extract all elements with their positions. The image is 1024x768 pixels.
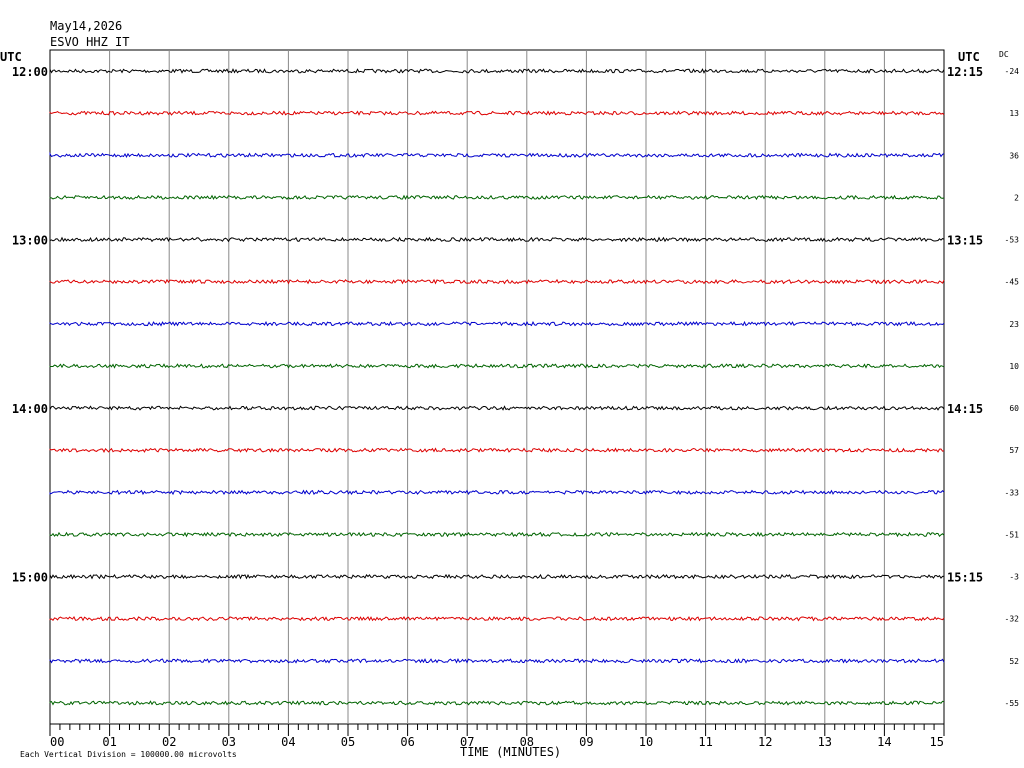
x-tick-label: 06	[400, 735, 414, 749]
trace	[49, 531, 945, 538]
right-time: 14:15	[947, 402, 983, 416]
x-tick-label: 08	[520, 735, 534, 749]
dc-value: -55	[1005, 699, 1020, 708]
dc-value: 13	[1009, 109, 1019, 118]
dc-value: -33	[1005, 488, 1020, 497]
x-tick-label: 01	[102, 735, 116, 749]
left-utc: UTC	[0, 50, 22, 64]
date: May14,2026	[50, 19, 122, 33]
trace	[49, 363, 945, 369]
trace	[49, 405, 945, 411]
trace	[49, 573, 945, 580]
trace	[49, 658, 945, 664]
x-tick-label: 10	[639, 735, 653, 749]
right-time: 15:15	[947, 571, 983, 585]
trace	[49, 151, 945, 159]
left-time: 13:00	[12, 234, 48, 248]
x-tick-label: 04	[281, 735, 295, 749]
trace	[49, 110, 945, 116]
trace	[49, 320, 945, 327]
x-tick-label: 02	[162, 735, 176, 749]
x-tick-label: 03	[222, 735, 236, 749]
right-time: 12:15	[947, 65, 983, 79]
trace	[49, 194, 945, 201]
x-tick-label: 12	[758, 735, 772, 749]
x-tick-label: 15	[930, 735, 944, 749]
x-axis-label: TIME (MINUTES)	[460, 745, 561, 759]
left-time: 14:00	[12, 402, 48, 416]
dc-label: DC	[999, 50, 1009, 59]
dc-value: -32	[1005, 615, 1020, 624]
x-tick-label: 14	[877, 735, 891, 749]
left-time: 12:00	[12, 65, 48, 79]
trace	[49, 616, 945, 622]
trace	[49, 447, 945, 454]
trace	[49, 68, 945, 74]
trace	[49, 278, 945, 285]
dc-value: 2	[1014, 193, 1019, 202]
right-time: 13:15	[947, 234, 983, 248]
dc-value: 52	[1009, 657, 1019, 666]
dc-value: 23	[1009, 320, 1019, 329]
dc-value: -24	[1005, 67, 1020, 76]
footer: Each Vertical Division = 100000.00 micro…	[20, 750, 237, 759]
x-tick-label: 07	[460, 735, 474, 749]
dc-value: 36	[1009, 151, 1019, 160]
x-tick-label: 05	[341, 735, 355, 749]
dc-value: 57	[1009, 446, 1019, 455]
trace	[49, 700, 945, 706]
trace	[49, 236, 945, 243]
trace	[49, 489, 945, 496]
dc-value: 10	[1009, 362, 1019, 371]
dc-value: -45	[1005, 278, 1020, 287]
left-time: 15:00	[12, 571, 48, 585]
x-tick-label: 11	[698, 735, 712, 749]
x-tick-label: 00	[50, 735, 64, 749]
dc-value: -51	[1005, 530, 1020, 539]
station: ESVO HHZ IT	[50, 35, 129, 49]
right-utc: UTC	[958, 50, 980, 64]
x-tick-label: 09	[579, 735, 593, 749]
dc-value: 60	[1009, 404, 1019, 413]
dc-value: -3	[1009, 573, 1019, 582]
x-tick-label: 13	[818, 735, 832, 749]
dc-value: -53	[1005, 236, 1020, 245]
